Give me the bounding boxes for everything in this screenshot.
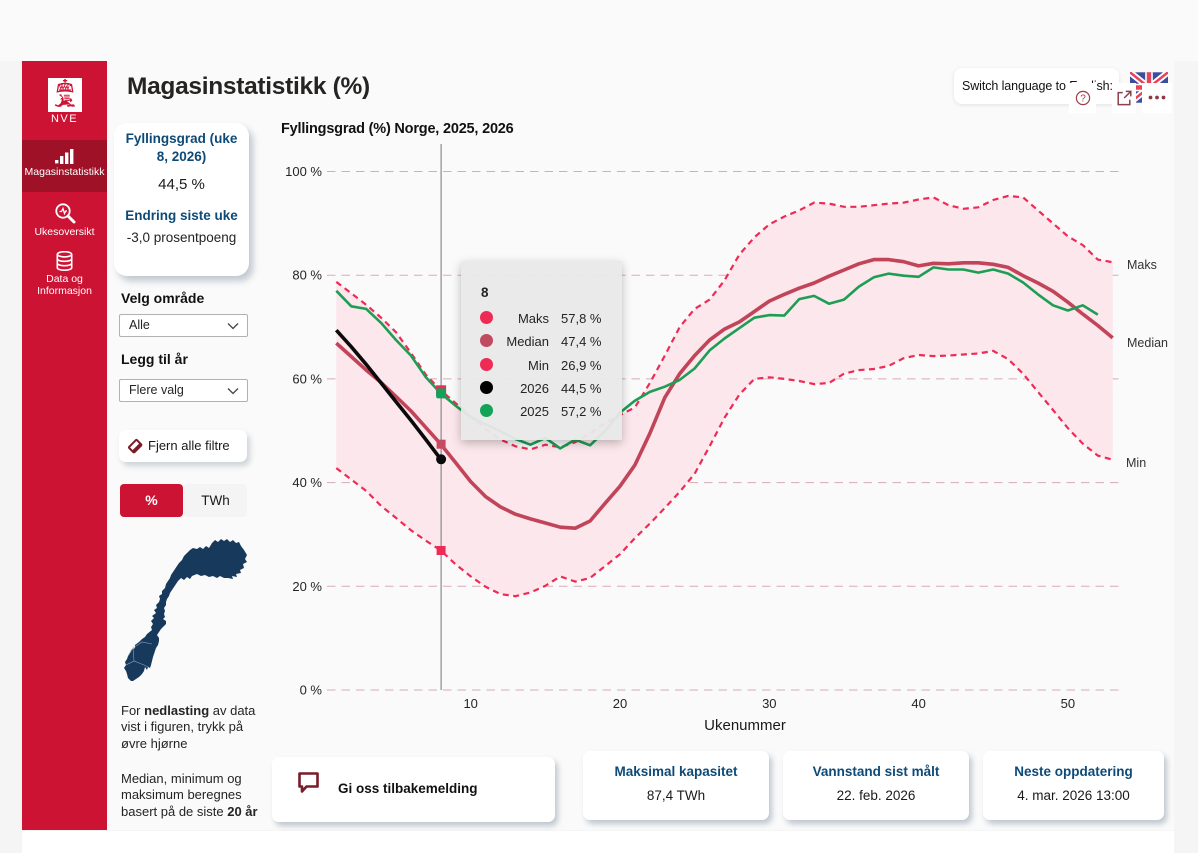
svg-text:?: ? [1080, 94, 1086, 105]
svg-text:Median: Median [1127, 336, 1168, 350]
svg-text:Ukenummer: Ukenummer [704, 717, 786, 734]
svg-text:80 %: 80 % [292, 268, 322, 283]
svg-text:50: 50 [1061, 696, 1075, 711]
svg-text:40: 40 [911, 696, 925, 711]
svg-text:30: 30 [762, 696, 776, 711]
svg-text:20: 20 [613, 696, 627, 711]
svg-text:Maks: Maks [1127, 258, 1157, 272]
svg-text:40 %: 40 % [292, 475, 322, 490]
svg-text:60 %: 60 % [292, 371, 322, 386]
svg-text:10: 10 [463, 696, 477, 711]
svg-text:Min: Min [1126, 456, 1146, 470]
svg-text:Fyllingsgrad (%) Norge, 2025,: Fyllingsgrad (%) Norge, 2025, 2026 [281, 121, 514, 137]
svg-text:20 %: 20 % [292, 579, 322, 594]
svg-text:100 %: 100 % [285, 164, 322, 179]
svg-text:0 %: 0 % [300, 683, 323, 698]
